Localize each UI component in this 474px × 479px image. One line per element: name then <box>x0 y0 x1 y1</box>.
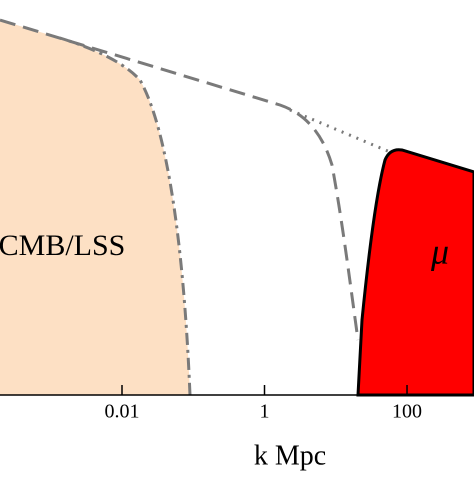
mu-region <box>356 148 474 397</box>
annotation: CMB/LSS <box>0 229 125 262</box>
dotted-bound <box>289 108 391 154</box>
cmb-lss-region <box>0 20 190 395</box>
x-axis-label: k Mpc <box>254 440 326 471</box>
x-tick-label: 1 <box>260 401 270 423</box>
dashed-bound <box>0 18 360 341</box>
x-tick-label: 0.01 <box>105 401 140 423</box>
x-tick-label: 100 <box>392 401 422 423</box>
annotation: μ <box>430 231 449 271</box>
